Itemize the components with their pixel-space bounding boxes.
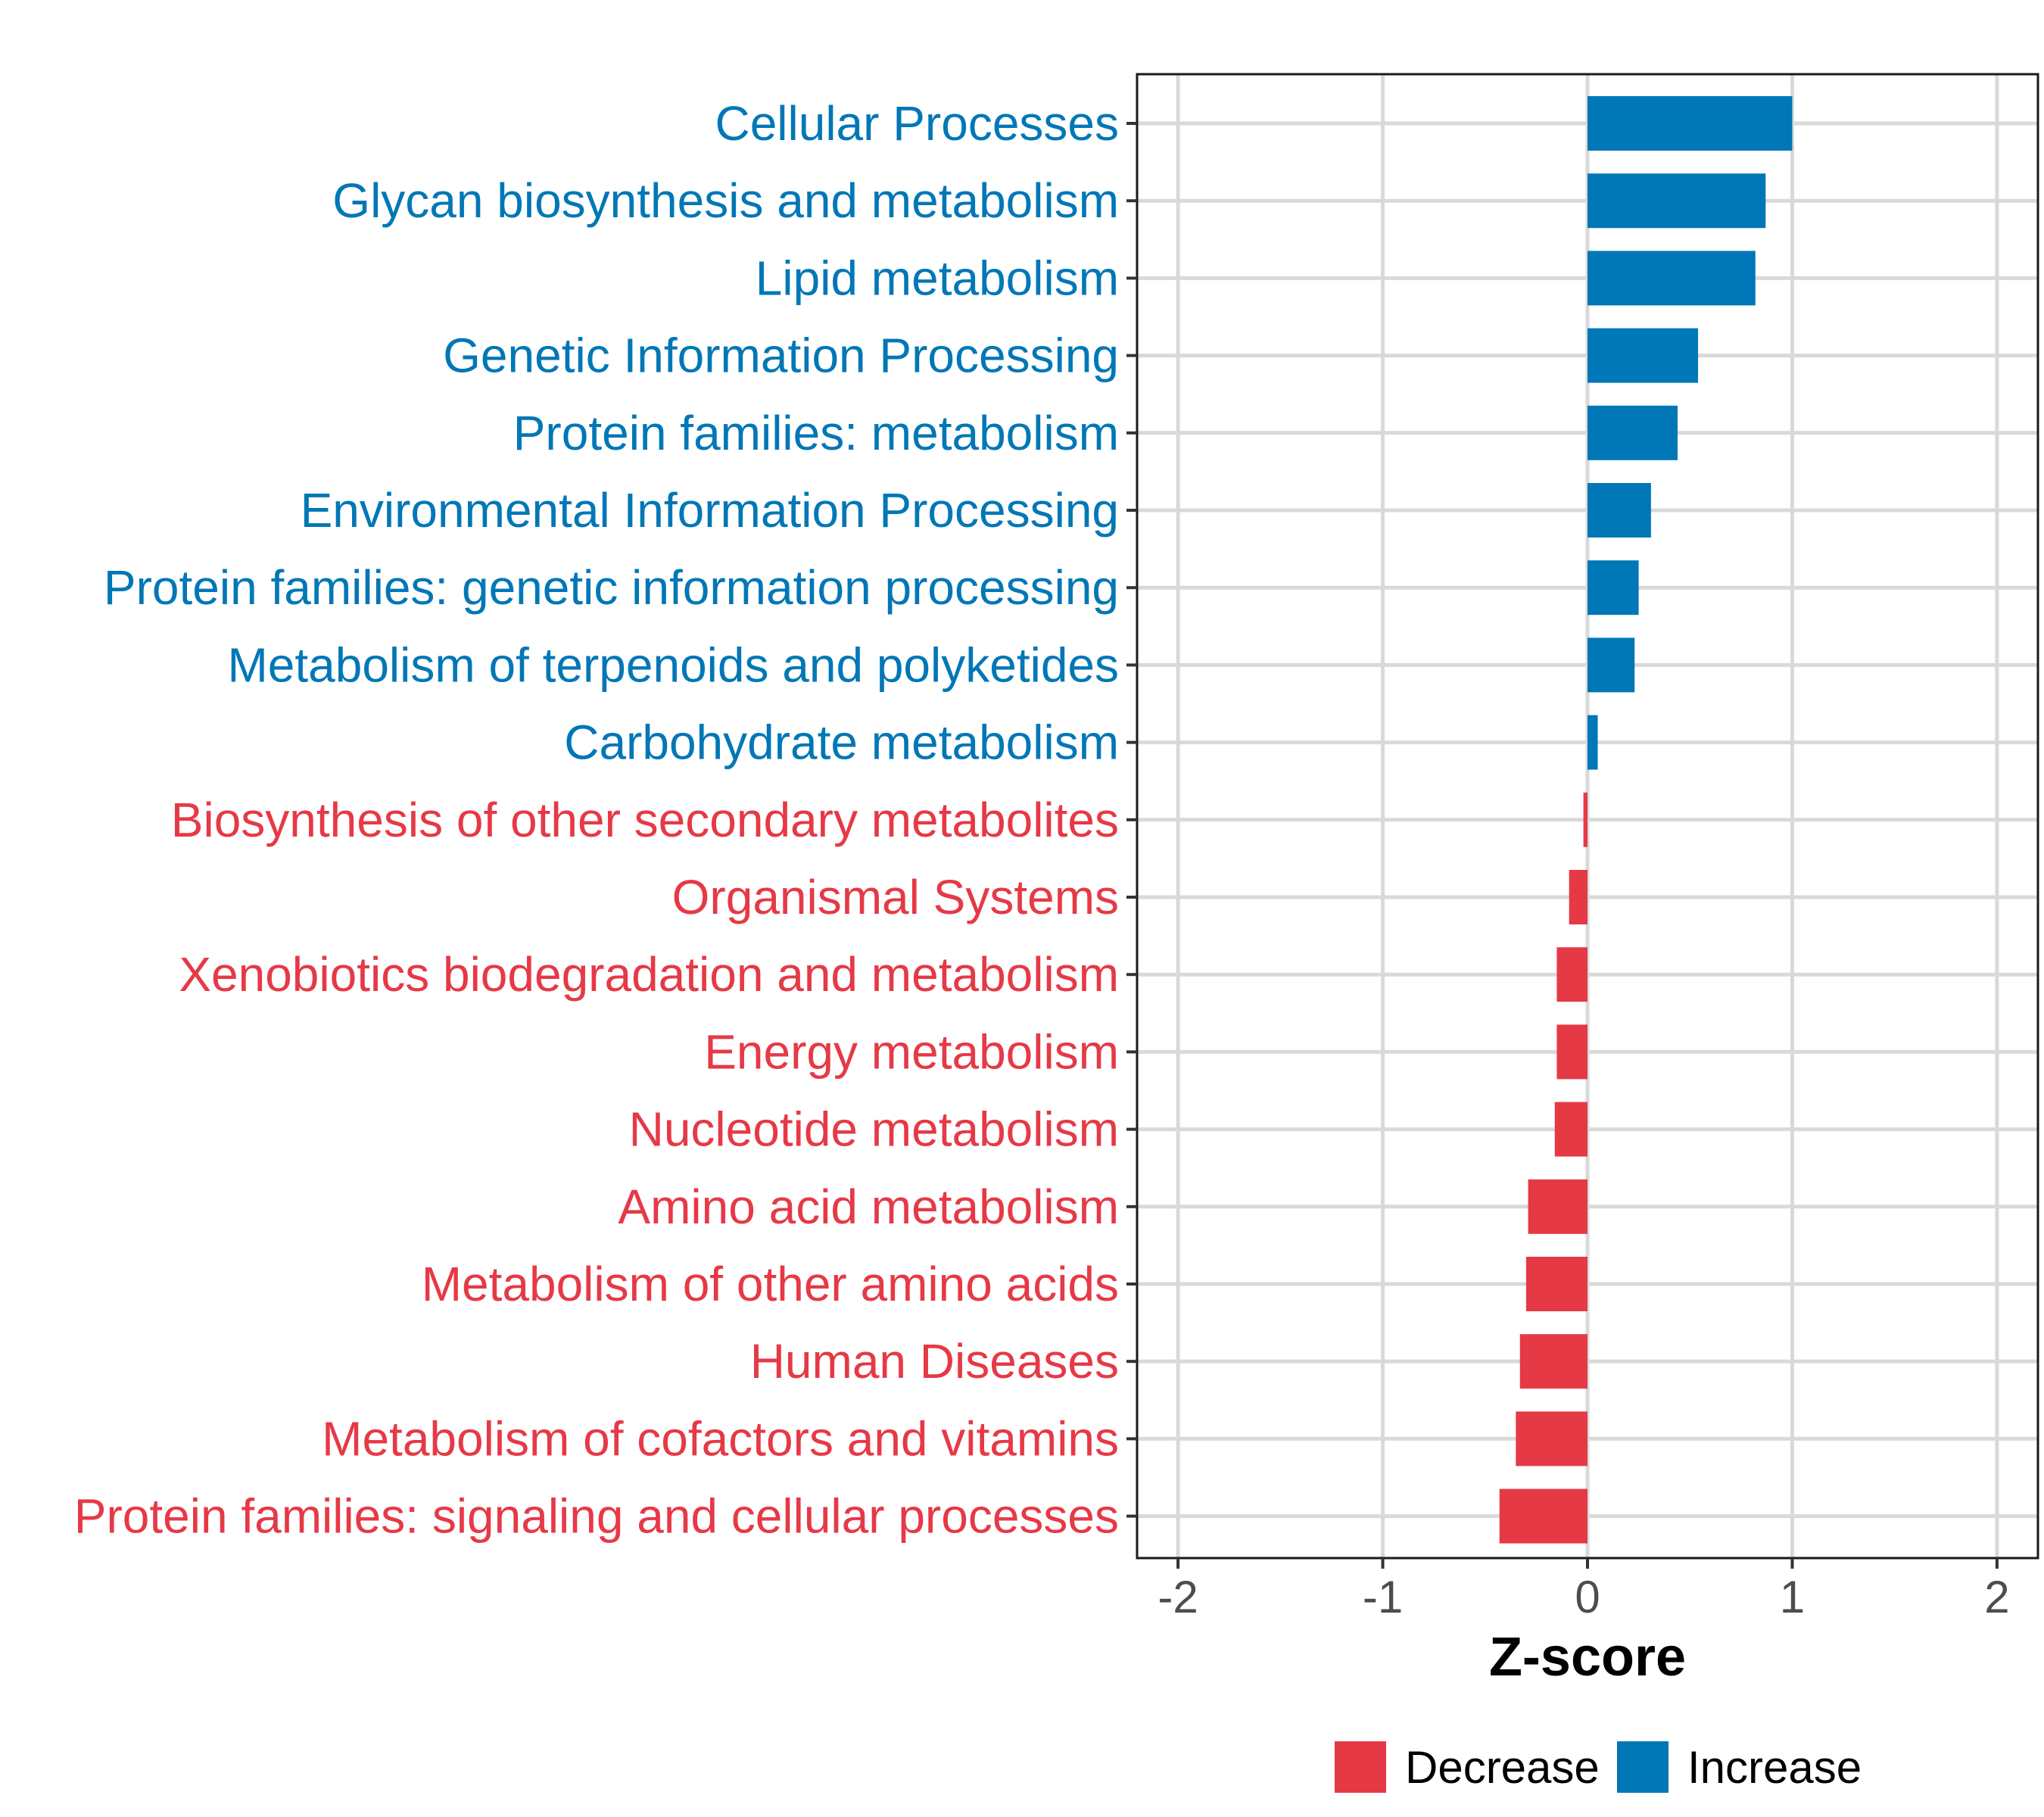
category-label: Biosynthesis of other secondary metaboli… bbox=[171, 793, 1119, 847]
bar bbox=[1588, 560, 1639, 616]
category-label: Xenobiotics biodegradation and metabolis… bbox=[179, 947, 1119, 1002]
category-label: Metabolism of terpenoids and polyketides bbox=[227, 637, 1119, 692]
bar bbox=[1556, 1024, 1588, 1080]
x-axis-tick-labels: -2 -1 0 1 2 bbox=[1158, 1572, 2009, 1622]
bar bbox=[1588, 173, 1766, 229]
category-label: Protein families: signaling and cellular… bbox=[74, 1489, 1119, 1544]
bar bbox=[1556, 947, 1588, 1002]
bar bbox=[1588, 637, 1635, 693]
x-tick-label: 0 bbox=[1575, 1572, 1600, 1622]
x-tick-label: -1 bbox=[1363, 1572, 1403, 1622]
bar bbox=[1583, 792, 1588, 847]
bar bbox=[1588, 405, 1678, 460]
category-label: Organismal Systems bbox=[672, 870, 1119, 924]
category-label: Genetic Information Processing bbox=[443, 329, 1119, 383]
bar bbox=[1588, 96, 1793, 151]
bar bbox=[1588, 483, 1651, 538]
bar bbox=[1588, 328, 1699, 383]
category-label: Protein families: genetic information pr… bbox=[104, 560, 1119, 615]
bars bbox=[1499, 96, 1793, 1544]
category-label: Environmental Information Processing bbox=[301, 483, 1119, 538]
bar bbox=[1516, 1411, 1588, 1466]
category-label: Metabolism of other amino acids bbox=[422, 1257, 1119, 1311]
legend-swatch bbox=[1335, 1741, 1386, 1793]
legend-swatch bbox=[1617, 1741, 1669, 1793]
legend-label: Increase bbox=[1687, 1742, 1862, 1793]
x-tick-label: 1 bbox=[1780, 1572, 1805, 1622]
category-label: Carbohydrate metabolism bbox=[564, 715, 1119, 770]
x-tick-label: 2 bbox=[1984, 1572, 2009, 1622]
bar bbox=[1499, 1488, 1588, 1544]
y-axis-category-labels: Cellular Processes Glycan biosynthesis an… bbox=[74, 96, 1119, 1544]
category-label: Cellular Processes bbox=[715, 96, 1119, 151]
x-axis-title: Z-score bbox=[1489, 1627, 1686, 1688]
bar bbox=[1588, 715, 1598, 770]
bar bbox=[1528, 1179, 1588, 1234]
category-label: Energy metabolism bbox=[704, 1024, 1119, 1079]
category-label: Glycan biosynthesis and metabolism bbox=[332, 173, 1119, 228]
bar bbox=[1525, 1257, 1588, 1311]
legend-label: Decrease bbox=[1405, 1742, 1600, 1793]
x-axis-ticks bbox=[1176, 1558, 1999, 1569]
category-label: Amino acid metabolism bbox=[618, 1180, 1119, 1234]
bar bbox=[1569, 870, 1588, 924]
bar bbox=[1588, 251, 1756, 306]
category-label: Lipid metabolism bbox=[756, 251, 1119, 305]
category-label: Protein families: metabolism bbox=[513, 406, 1119, 460]
x-tick-label: -2 bbox=[1158, 1572, 1198, 1622]
category-label: Nucleotide metabolism bbox=[629, 1102, 1119, 1157]
legend: Decrease Increase bbox=[1335, 1741, 1862, 1793]
category-label: Metabolism of cofactors and vitamins bbox=[322, 1411, 1119, 1466]
category-label: Human Diseases bbox=[750, 1334, 1119, 1388]
y-axis-ticks bbox=[1126, 122, 1137, 1518]
bar bbox=[1519, 1334, 1588, 1389]
bar bbox=[1554, 1102, 1588, 1157]
